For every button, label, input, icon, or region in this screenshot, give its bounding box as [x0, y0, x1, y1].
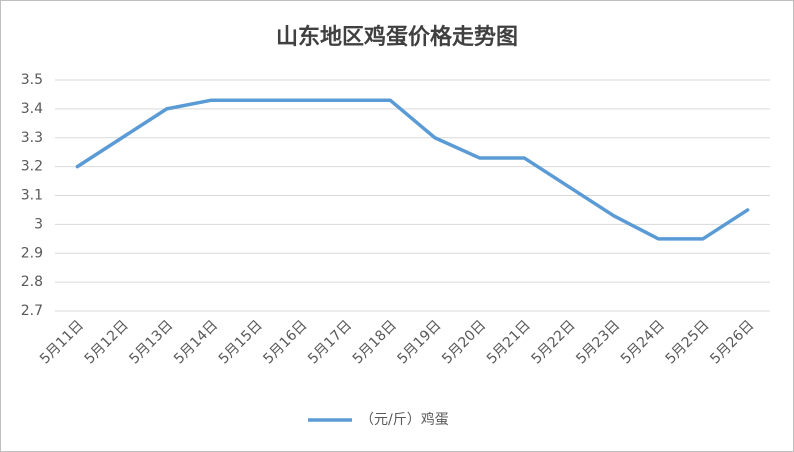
chart-title: 山东地区鸡蛋价格走势图	[276, 24, 518, 50]
y-tick-label: 3.5	[21, 72, 43, 88]
y-tick-label: 3	[34, 216, 43, 232]
y-tick-label: 3.3	[21, 130, 43, 146]
y-tick-label: 2.7	[21, 303, 43, 319]
y-tick-label: 2.9	[21, 245, 43, 261]
y-tick-label: 2.8	[21, 274, 43, 290]
y-tick-label: 3.1	[21, 188, 43, 204]
y-tick-label: 3.4	[21, 101, 43, 117]
line	[75, 98, 750, 241]
y-tick-label: 3.2	[21, 159, 43, 175]
legend-label: （元/斤）鸡蛋	[360, 411, 449, 428]
